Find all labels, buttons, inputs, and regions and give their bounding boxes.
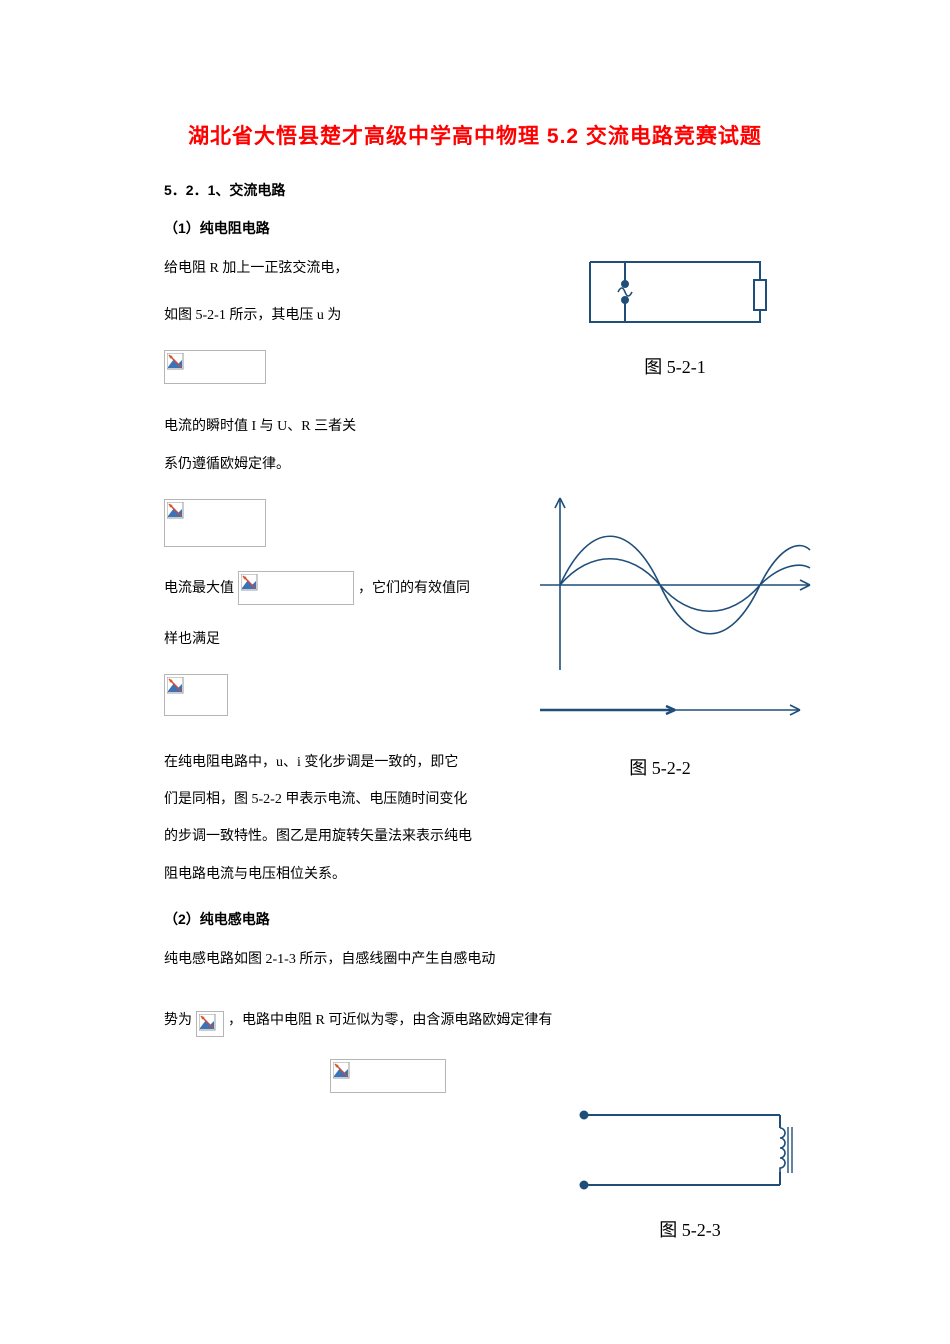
paragraph-11: 纯电感电路如图 2-1-3 所示，自感线圈中产生自感电动 xyxy=(164,947,820,972)
text-fragment: 势为 xyxy=(164,1006,192,1037)
subsection-2-heading: （2）纯电感电路 xyxy=(164,909,820,929)
figure-caption: 图 5-2-1 xyxy=(560,353,790,379)
figure-5-2-2: 图 5-2-2 xyxy=(500,490,820,780)
missing-formula-icon xyxy=(164,350,266,384)
document-page: 湖北省大悟县楚才高级中学高中物理 5.2 交流电路竞赛试题 5．2．1、交流电路… xyxy=(0,0,950,1153)
section-5-2-1-heading: 5．2．1、交流电路 xyxy=(164,180,820,200)
missing-formula-icon xyxy=(164,674,228,716)
figure-caption: 图 5-2-2 xyxy=(500,754,820,780)
paragraph-12: 势为 ，电路中电阻 R 可近似为零，由含源电路欧姆定律有 xyxy=(164,1006,820,1037)
missing-formula-icon xyxy=(330,1059,446,1093)
text-fragment: ，它们的有效值同 xyxy=(358,574,470,605)
paragraph-4: 系仍遵循欧姆定律。 xyxy=(164,452,820,477)
paragraph-9: 的步调一致特性。图乙是用旋转矢量法来表示纯电 xyxy=(164,824,820,849)
subsection-1-heading: （1）纯电阻电路 xyxy=(164,218,820,238)
circuit-diagram-icon xyxy=(560,242,790,342)
paragraph-10: 阻电路电流与电压相位关系。 xyxy=(164,862,820,887)
missing-formula-icon xyxy=(164,499,266,547)
missing-formula-icon xyxy=(238,571,354,605)
text-fragment: 电流最大值 xyxy=(164,574,234,605)
sine-wave-chart xyxy=(500,490,820,680)
vector-arrow-icon xyxy=(500,685,820,735)
missing-formula-icon xyxy=(196,1011,224,1037)
paragraph-8: 们是同相，图 5-2-2 甲表示电流、电压随时间变化 xyxy=(164,787,820,812)
paragraph-3: 电流的瞬时值 I 与 U、R 三者关 xyxy=(164,414,820,439)
figure-5-2-1: 图 5-2-1 xyxy=(560,242,790,379)
text-fragment: ，电路中电阻 R 可近似为零，由含源电路欧姆定律有 xyxy=(228,1006,552,1037)
figure-5-2-3: 图 5-2-3 xyxy=(570,1095,810,1242)
page-title: 湖北省大悟县楚才高级中学高中物理 5.2 交流电路竞赛试题 xyxy=(130,120,820,150)
figure-caption: 图 5-2-3 xyxy=(570,1216,810,1242)
inductor-circuit-icon xyxy=(570,1095,810,1205)
